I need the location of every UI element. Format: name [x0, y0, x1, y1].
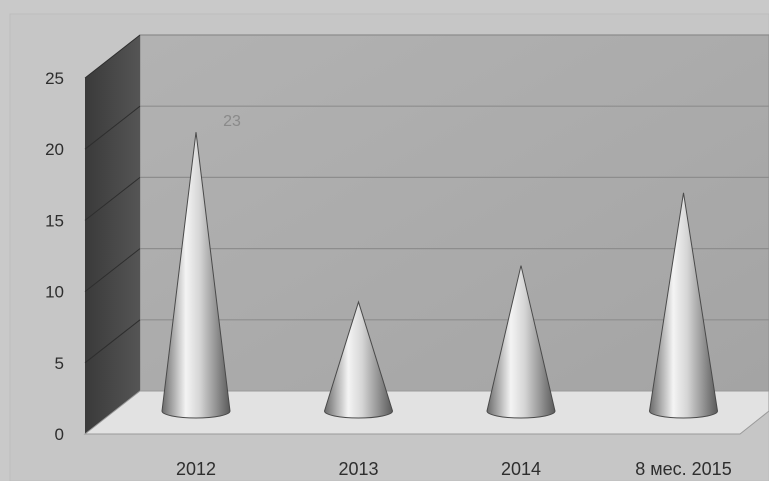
data-labels: 23: [223, 113, 241, 130]
x-tick-label: 2013: [338, 459, 378, 479]
gridline-side: [84, 34, 141, 79]
side-wall: [85, 35, 140, 434]
cone-body: [648, 192, 719, 419]
cone: [486, 265, 556, 419]
x-axis-labels: 2012 2013 2014 8 мес. 2015: [176, 459, 732, 479]
x-tick-label: 8 мес. 2015: [635, 459, 731, 479]
cone-body: [323, 300, 394, 419]
floor: [83, 390, 769, 435]
cone-body: [161, 132, 231, 419]
cone: [161, 132, 231, 419]
y-axis-ticks: 0 5 10 15 20 25: [45, 69, 64, 444]
gridline-side: [84, 248, 141, 292]
data-label: 23: [223, 113, 241, 130]
y-tick-label: 0: [55, 425, 64, 444]
cones: [161, 132, 719, 419]
gridline-side: [84, 319, 141, 364]
y-tick-label: 20: [45, 140, 64, 159]
y-tick-label: 25: [45, 69, 64, 88]
cone-body: [486, 265, 556, 419]
y-tick-label: 15: [45, 211, 64, 230]
gridline-side: [84, 105, 141, 150]
y-tick-label: 10: [45, 283, 64, 302]
x-tick-label: 2012: [176, 459, 216, 479]
cone: [648, 192, 719, 419]
gridline-side: [84, 177, 141, 221]
cone: [323, 300, 394, 419]
gridlines: [84, 34, 769, 364]
x-tick-label: 2014: [501, 459, 541, 479]
y-tick-label: 5: [55, 354, 64, 373]
